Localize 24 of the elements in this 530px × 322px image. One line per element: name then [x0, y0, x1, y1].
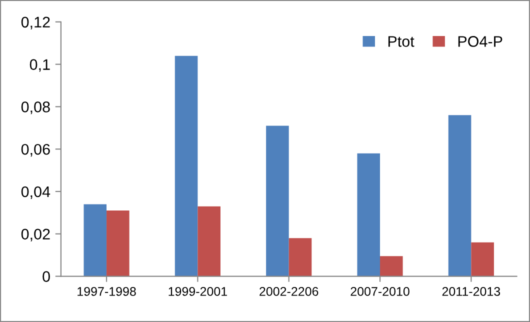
y-tick-label: 0,04 — [21, 186, 50, 199]
legend-label: PO4-P — [458, 36, 502, 47]
x-tick-label: 2011-2013 — [442, 287, 500, 296]
x-tick-label: 2007-2010 — [350, 287, 410, 296]
x-tick-label: 1999-2001 — [168, 287, 227, 296]
y-tick-label: 0,08 — [21, 102, 50, 114]
x-tick-label: 1997-1998 — [78, 287, 136, 296]
bar — [198, 206, 220, 276]
bar — [471, 242, 494, 276]
y-tick-label: 0 — [42, 271, 50, 282]
bar — [266, 126, 289, 276]
bar — [448, 115, 472, 276]
legend-label: Ptot — [388, 36, 414, 47]
bar — [174, 56, 198, 276]
x-tick-label: 2002-2206 — [260, 287, 318, 296]
bar — [288, 238, 312, 276]
y-tick-label: 0,12 — [21, 16, 50, 30]
bar — [106, 210, 130, 276]
bar — [84, 204, 107, 276]
y-tick-label: 0,02 — [21, 228, 50, 242]
y-tick-label: 0,1 — [30, 59, 50, 72]
bar — [357, 153, 380, 276]
bar — [380, 256, 403, 276]
y-tick-label: 0,06 — [21, 144, 50, 157]
